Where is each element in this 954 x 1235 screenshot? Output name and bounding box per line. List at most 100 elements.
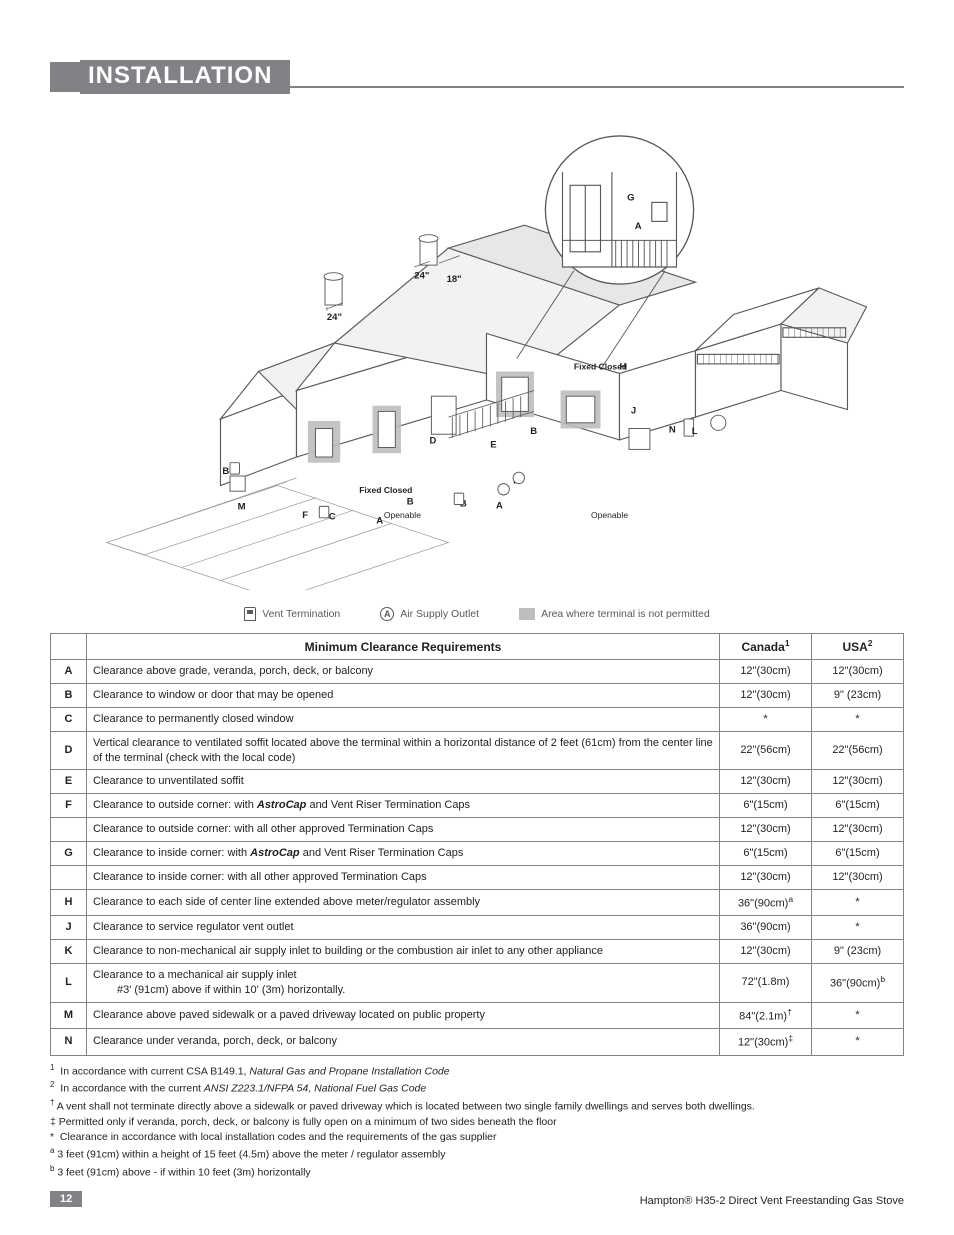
svg-text:A: A bbox=[635, 221, 642, 232]
table-row: NClearance under veranda, porch, deck, o… bbox=[51, 1029, 904, 1056]
svg-text:24": 24" bbox=[414, 270, 429, 281]
row-key: L bbox=[51, 963, 87, 1002]
legend-label: Air Supply Outlet bbox=[400, 608, 479, 620]
row-desc: Clearance to permanently closed window bbox=[87, 707, 720, 731]
row-key: M bbox=[51, 1002, 87, 1029]
table-row: LClearance to a mechanical air supply in… bbox=[51, 963, 904, 1002]
diagram-legend: Vent Termination A Air Supply Outlet Are… bbox=[50, 607, 904, 621]
svg-text:M: M bbox=[238, 501, 246, 512]
row-usa: 36"(90cm)b bbox=[812, 963, 904, 1002]
row-desc: Clearance to outside corner: with AstroC… bbox=[87, 794, 720, 818]
clearance-diagram: 24" 24" 18" bbox=[50, 134, 904, 595]
row-desc: Clearance to unventilated soffit bbox=[87, 770, 720, 794]
footnote: a 3 feet (91cm) within a height of 15 fe… bbox=[50, 1145, 904, 1163]
row-canada: 12"(30cm) bbox=[720, 770, 812, 794]
table-row: CClearance to permanently closed window*… bbox=[51, 707, 904, 731]
section-header: INSTALLATION bbox=[50, 60, 904, 94]
svg-text:B: B bbox=[530, 426, 537, 437]
svg-text:Fixed Closed: Fixed Closed bbox=[574, 362, 627, 372]
row-desc: Clearance to a mechanical air supply inl… bbox=[87, 963, 720, 1002]
table-row: JClearance to service regulator vent out… bbox=[51, 916, 904, 940]
row-canada: 6"(15cm) bbox=[720, 794, 812, 818]
legend-label: Area where terminal is not permitted bbox=[541, 608, 710, 620]
header-bar-right bbox=[290, 86, 904, 88]
svg-text:B: B bbox=[222, 466, 229, 477]
table-row: DVertical clearance to ventilated soffit… bbox=[51, 731, 904, 770]
row-canada: 12"(30cm) bbox=[720, 865, 812, 889]
footnote: ‡ Permitted only if veranda, porch, deck… bbox=[50, 1115, 904, 1130]
svg-text:Openable: Openable bbox=[591, 510, 628, 520]
row-canada: 12"(30cm) bbox=[720, 684, 812, 708]
row-canada: 12"(30cm)‡ bbox=[720, 1029, 812, 1056]
legend-not-permitted: Area where terminal is not permitted bbox=[519, 607, 710, 621]
svg-text:18": 18" bbox=[447, 274, 462, 285]
row-key: N bbox=[51, 1029, 87, 1056]
col-key bbox=[51, 634, 87, 660]
row-key: F bbox=[51, 794, 87, 818]
row-desc: Clearance under veranda, porch, deck, or… bbox=[87, 1029, 720, 1056]
table-row: MClearance above paved sidewalk or a pav… bbox=[51, 1002, 904, 1029]
svg-text:Openable: Openable bbox=[384, 510, 421, 520]
row-desc: Clearance above grade, veranda, porch, d… bbox=[87, 660, 720, 684]
footnote: 1 In accordance with current CSA B149.1,… bbox=[50, 1062, 904, 1080]
row-key: B bbox=[51, 684, 87, 708]
table-row: GClearance to inside corner: with AstroC… bbox=[51, 841, 904, 865]
col-requirements: Minimum Clearance Requirements bbox=[87, 634, 720, 660]
svg-text:L: L bbox=[692, 426, 698, 437]
row-desc: Clearance to service regulator vent outl… bbox=[87, 916, 720, 940]
row-key: H bbox=[51, 889, 87, 916]
row-usa: * bbox=[812, 707, 904, 731]
svg-text:E: E bbox=[490, 440, 496, 451]
row-usa: 6"(15cm) bbox=[812, 794, 904, 818]
row-canada: 36"(90cm)a bbox=[720, 889, 812, 916]
legend-air-supply: A Air Supply Outlet bbox=[380, 607, 479, 621]
row-canada: 12"(30cm) bbox=[720, 660, 812, 684]
table-header-row: Minimum Clearance Requirements Canada1 U… bbox=[51, 634, 904, 660]
row-canada: 12"(30cm) bbox=[720, 939, 812, 963]
svg-text:N: N bbox=[669, 424, 676, 435]
air-supply-icon: A bbox=[380, 607, 394, 621]
svg-text:D: D bbox=[430, 436, 437, 447]
row-canada: 6"(15cm) bbox=[720, 841, 812, 865]
section-title: INSTALLATION bbox=[80, 60, 290, 94]
svg-text:24": 24" bbox=[327, 312, 342, 323]
legend-label: Vent Termination bbox=[262, 608, 340, 620]
svg-text:B: B bbox=[407, 497, 414, 508]
row-desc: Clearance to inside corner: with AstroCa… bbox=[87, 841, 720, 865]
row-canada: 72"(1.8m) bbox=[720, 963, 812, 1002]
row-usa: * bbox=[812, 1029, 904, 1056]
svg-text:A: A bbox=[376, 516, 383, 527]
row-usa: 12"(30cm) bbox=[812, 770, 904, 794]
row-key bbox=[51, 818, 87, 842]
row-usa: 9" (23cm) bbox=[812, 684, 904, 708]
svg-text:A: A bbox=[496, 500, 503, 511]
row-key: J bbox=[51, 916, 87, 940]
table-row: KClearance to non-mechanical air supply … bbox=[51, 939, 904, 963]
row-canada: 22"(56cm) bbox=[720, 731, 812, 770]
table-row: HClearance to each side of center line e… bbox=[51, 889, 904, 916]
row-canada: 84"(2.1m)† bbox=[720, 1002, 812, 1029]
header-bar-left bbox=[50, 62, 80, 92]
svg-text:G: G bbox=[627, 193, 634, 204]
row-desc: Clearance to each side of center line ex… bbox=[87, 889, 720, 916]
page-number: 12 bbox=[50, 1191, 82, 1207]
row-key: C bbox=[51, 707, 87, 731]
footnote: † A vent shall not terminate directly ab… bbox=[50, 1097, 904, 1115]
col-canada: Canada1 bbox=[720, 634, 812, 660]
row-key: K bbox=[51, 939, 87, 963]
table-row: AClearance above grade, veranda, porch, … bbox=[51, 660, 904, 684]
table-row: BClearance to window or door that may be… bbox=[51, 684, 904, 708]
row-usa: 12"(30cm) bbox=[812, 865, 904, 889]
row-usa: 22"(56cm) bbox=[812, 731, 904, 770]
row-canada: * bbox=[720, 707, 812, 731]
row-usa: 6"(15cm) bbox=[812, 841, 904, 865]
row-key bbox=[51, 865, 87, 889]
table-row: Clearance to outside corner: with all ot… bbox=[51, 818, 904, 842]
row-usa: 12"(30cm) bbox=[812, 660, 904, 684]
row-desc: Clearance to window or door that may be … bbox=[87, 684, 720, 708]
row-key: D bbox=[51, 731, 87, 770]
svg-text:J: J bbox=[631, 405, 636, 416]
table-row: FClearance to outside corner: with Astro… bbox=[51, 794, 904, 818]
table-row: EClearance to unventilated soffit12"(30c… bbox=[51, 770, 904, 794]
not-permitted-icon bbox=[519, 608, 535, 620]
